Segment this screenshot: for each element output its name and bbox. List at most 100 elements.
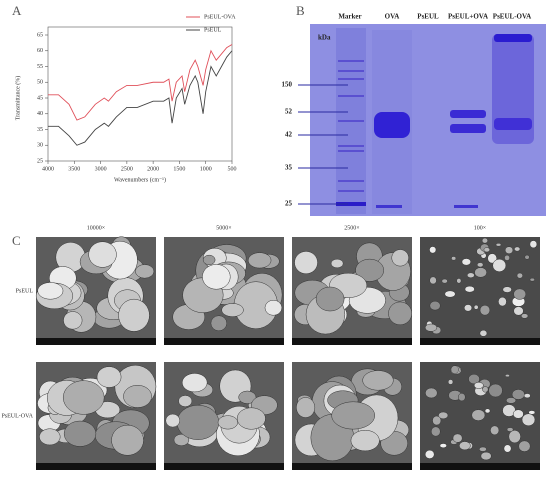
particle <box>483 247 491 253</box>
particle <box>479 329 488 337</box>
y-tick-label: 30 <box>37 143 43 149</box>
particle <box>529 240 538 249</box>
x-tick-label: 2500 <box>121 166 133 172</box>
particle <box>452 433 463 443</box>
particle <box>202 264 231 290</box>
particle <box>513 306 524 316</box>
legend-label: PsEUL-OVA <box>204 14 236 20</box>
particle <box>315 286 345 312</box>
particle <box>503 444 512 453</box>
marker-band <box>338 150 364 152</box>
panel-label: B <box>296 3 305 18</box>
particle <box>480 451 492 461</box>
magnification: 100× <box>474 225 486 231</box>
y-tick-label: 35 <box>37 127 43 133</box>
particle <box>516 272 523 279</box>
x-tick-label: 2000 <box>147 166 159 172</box>
particle <box>504 254 510 261</box>
particle <box>438 411 449 420</box>
particle <box>468 373 480 385</box>
band <box>494 34 532 42</box>
particle <box>63 311 83 330</box>
marker-band <box>338 190 364 192</box>
info-bar <box>292 463 412 470</box>
series-line <box>48 44 233 121</box>
particle <box>474 267 487 278</box>
y-tick-label: 65 <box>37 32 43 38</box>
particle <box>518 440 531 452</box>
particle <box>296 397 316 418</box>
particle <box>524 254 530 260</box>
particle <box>178 395 193 407</box>
particle <box>502 286 512 293</box>
band <box>450 110 486 118</box>
particle <box>495 243 502 247</box>
magnification: 5000× <box>216 225 231 231</box>
marker-label: 25 <box>285 200 293 208</box>
lane-label: PsEUL+OVA <box>448 13 488 21</box>
particle <box>521 413 536 427</box>
marker-band <box>338 145 364 147</box>
particle <box>217 415 238 430</box>
particle <box>330 258 344 269</box>
particle <box>173 433 190 446</box>
y-axis-label: Transmittance (%) <box>14 76 21 121</box>
particle <box>247 252 272 269</box>
particle <box>331 401 376 430</box>
particle <box>430 426 441 437</box>
y-tick-label: 60 <box>37 48 43 54</box>
series-line <box>48 50 233 146</box>
particle <box>424 323 438 332</box>
marker-label: 35 <box>285 164 293 172</box>
particle <box>529 277 535 282</box>
x-tick-label: 1500 <box>173 166 185 172</box>
particle <box>484 408 491 414</box>
particle <box>479 446 487 452</box>
particle <box>355 258 385 282</box>
marker-label: 42 <box>285 131 293 139</box>
particle <box>504 246 514 254</box>
particle <box>441 278 448 284</box>
particle <box>202 254 216 265</box>
sample-label: PsEUL <box>16 288 34 294</box>
particle <box>425 387 438 399</box>
particle <box>181 373 208 393</box>
particle <box>439 443 447 448</box>
particle <box>429 300 441 311</box>
particle <box>388 301 413 326</box>
particle <box>513 288 527 300</box>
info-bar <box>164 338 284 345</box>
x-tick-label: 4000 <box>42 166 54 172</box>
particle <box>463 304 473 312</box>
particle <box>505 374 510 378</box>
info-bar <box>36 463 156 470</box>
y-tick-label: 50 <box>37 80 43 86</box>
smear <box>492 34 534 144</box>
particle <box>459 441 471 451</box>
band <box>336 202 366 206</box>
band <box>494 118 532 130</box>
particle <box>461 258 471 266</box>
particle <box>350 429 380 452</box>
lane-label: Marker <box>338 13 361 21</box>
particle <box>488 383 503 398</box>
x-tick-label: 3000 <box>95 166 107 172</box>
magnification: 2500× <box>344 225 359 231</box>
lane-label: PsEUL-OVA <box>493 13 531 21</box>
marker-label: 52 <box>285 108 293 116</box>
marker-band <box>338 120 364 122</box>
x-axis-label: Wavenumbers (cm⁻¹) <box>114 176 166 183</box>
marker-band <box>338 180 364 182</box>
y-tick-label: 45 <box>37 95 43 101</box>
info-bar <box>36 338 156 345</box>
marker-label: 150 <box>282 81 293 89</box>
particle <box>294 251 318 275</box>
particle <box>479 304 491 316</box>
particle <box>506 427 514 432</box>
particle <box>473 381 484 389</box>
particle <box>447 379 454 385</box>
particle <box>520 313 529 319</box>
particle <box>473 304 479 310</box>
particle <box>264 300 283 316</box>
particle <box>523 393 531 399</box>
